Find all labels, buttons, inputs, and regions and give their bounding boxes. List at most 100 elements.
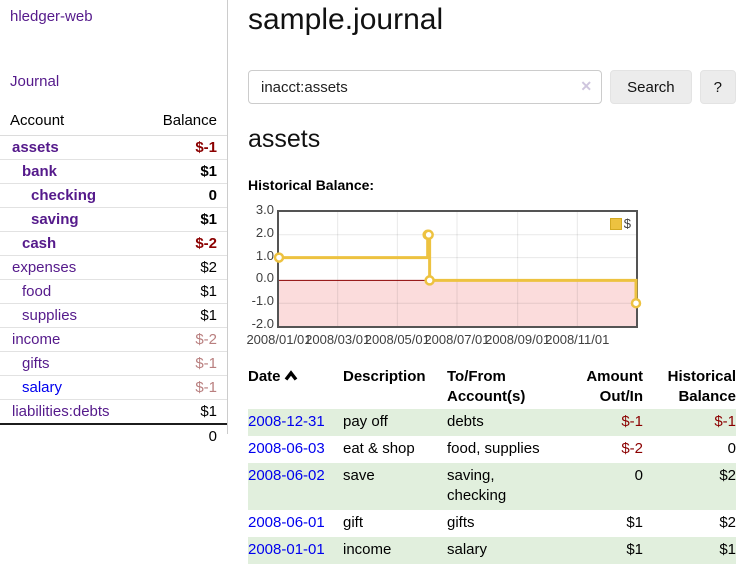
account-row-bank: bank $1: [0, 159, 227, 184]
y-axis-tick-label: 3.0: [255, 202, 274, 217]
legend-swatch: [609, 217, 622, 230]
sidebar-item-journal[interactable]: Journal: [10, 73, 60, 90]
chart-title: Historical Balance:: [248, 177, 375, 193]
search-button[interactable]: Search: [610, 70, 692, 104]
data-point-marker: [273, 252, 285, 263]
app-title-link[interactable]: hledger-web: [10, 8, 93, 25]
chart-canvas: [273, 212, 642, 326]
account-link[interactable]: assets: [12, 139, 59, 156]
transaction-amount: $-1: [621, 413, 643, 430]
help-button[interactable]: ?: [699, 70, 736, 104]
account-balance: $1: [140, 399, 227, 424]
accounts-column-header: To/From Account(s): [447, 368, 526, 405]
account-link[interactable]: checking: [31, 187, 97, 204]
account-link[interactable]: saving: [31, 211, 79, 228]
date-column-header[interactable]: Date: [248, 365, 343, 409]
accounts-table: Account Balance assets $-1 bank $1 check…: [0, 107, 227, 448]
transaction-date-link[interactable]: 2008-12-31: [248, 413, 325, 430]
account-column-header: Account: [0, 107, 141, 136]
account-link[interactable]: salary: [22, 379, 63, 396]
transaction-date-link[interactable]: 2008-06-03: [248, 440, 325, 457]
account-balance: $-1: [140, 375, 227, 400]
account-link[interactable]: expenses: [12, 259, 77, 276]
account-link[interactable]: bank: [22, 163, 58, 180]
account-balance: $-1: [195, 139, 217, 156]
x-axis-tick-label: 2008/05/01: [364, 332, 430, 347]
transaction-accounts: saving, checking: [447, 467, 507, 504]
y-axis-tick-label: 2.0: [255, 224, 274, 240]
transaction-description: income: [343, 541, 392, 558]
transaction-accounts: gifts: [447, 514, 475, 531]
register-table: Date Description To/From Account(s) Amou…: [248, 365, 736, 564]
transaction-accounts: food, supplies: [447, 440, 540, 457]
x-axis-tick-label: 2008/03/01: [305, 332, 371, 347]
accounts-table-header: Account Balance: [0, 107, 227, 136]
transaction-amount: $-2: [621, 440, 643, 457]
legend-label: $: [623, 216, 631, 231]
register-header-row: Date Description To/From Account(s) Amou…: [248, 365, 736, 409]
chart-plot-area: $: [273, 210, 642, 328]
account-row-income: income $-2: [0, 327, 227, 352]
account-balance: $2: [140, 255, 227, 280]
account-row-expenses: expenses $2: [0, 255, 227, 280]
transaction-description: eat & shop: [343, 440, 415, 457]
transaction-date-link[interactable]: 2008-06-01: [248, 514, 325, 531]
account-heading: assets: [248, 125, 321, 153]
page-title: sample.journal: [248, 3, 444, 36]
transaction-accounts: salary: [447, 541, 488, 558]
y-axis-tick-label: 1.0: [255, 247, 274, 263]
y-axis-tick-label: -2.0: [251, 316, 274, 331]
account-balance: $-2: [140, 231, 227, 256]
y-axis-tick-label: -1.0: [251, 293, 274, 309]
transaction-description: save: [343, 467, 375, 484]
accounts-total-value: 0: [140, 423, 227, 448]
transaction-amount: $1: [626, 541, 643, 558]
account-balance: 0: [140, 183, 227, 208]
register-row: 2008-06-03 eat & shop food, supplies $-2…: [248, 436, 736, 463]
account-link[interactable]: gifts: [22, 355, 50, 372]
data-point-marker: [423, 229, 434, 241]
account-balance: $1: [140, 159, 227, 184]
main-content: sample.journal ✕ Search ? assets Histori…: [246, 0, 736, 564]
account-row-cash: cash $-2: [0, 231, 227, 256]
transaction-balance: $2: [719, 514, 736, 531]
account-row-supplies: supplies $1: [0, 303, 227, 328]
account-balance: $-2: [140, 327, 227, 352]
account-balance: $-1: [140, 351, 227, 376]
balance-column-header: Historical Balance: [667, 368, 736, 405]
account-link[interactable]: liabilities:debts: [12, 403, 110, 420]
transaction-accounts: debts: [447, 413, 484, 430]
account-row-salary: salary $-1: [0, 375, 227, 400]
sidebar: hledger-web Journal Account Balance asse…: [0, 0, 228, 448]
chart-legend: $: [609, 216, 631, 231]
account-row-saving: saving $1: [0, 207, 227, 232]
account-link[interactable]: cash: [22, 235, 57, 252]
register-row: 2008-06-02 save saving, checking 0 $2: [248, 463, 736, 510]
sort-ascending-icon: [284, 367, 298, 387]
negative-region: [279, 280, 636, 326]
account-balance: $1: [140, 303, 227, 328]
account-link[interactable]: income: [12, 331, 61, 348]
clear-search-icon[interactable]: ✕: [580, 78, 593, 94]
amount-column-header: Amount Out/In: [586, 368, 643, 405]
account-link[interactable]: food: [22, 283, 52, 300]
historical-balance-chart: 3.0 2.0 1.0 0.0 -1.0 -2.0 $ 2008/01/01 2008/03…: [246, 202, 736, 350]
transaction-balance: $-1: [714, 413, 736, 430]
transaction-date-link[interactable]: 2008-06-02: [248, 467, 325, 484]
x-axis-tick-label: 2008/01/01: [246, 332, 312, 347]
data-point-marker: [630, 297, 642, 309]
account-row-checking: checking 0: [0, 183, 227, 208]
account-link[interactable]: supplies: [22, 307, 78, 324]
search-form: ✕ Search ?: [248, 70, 736, 104]
x-axis-tick-label: 2008/09/01: [485, 332, 551, 347]
account-row-assets: assets $-1: [0, 136, 227, 160]
register-row: 2008-01-01 income salary $1 $1: [248, 537, 736, 564]
transaction-date-link[interactable]: 2008-01-01: [248, 541, 325, 558]
account-row-gifts: gifts $-1: [0, 351, 227, 376]
account-row-liabilities-debts: liabilities:debts $1: [0, 399, 227, 424]
search-input[interactable]: [248, 70, 603, 104]
data-point-marker: [424, 275, 435, 286]
y-axis-tick-label: 0.0: [255, 270, 274, 286]
x-axis-tick-label: 2008/11/01: [545, 332, 610, 347]
transaction-balance: $1: [719, 541, 736, 558]
